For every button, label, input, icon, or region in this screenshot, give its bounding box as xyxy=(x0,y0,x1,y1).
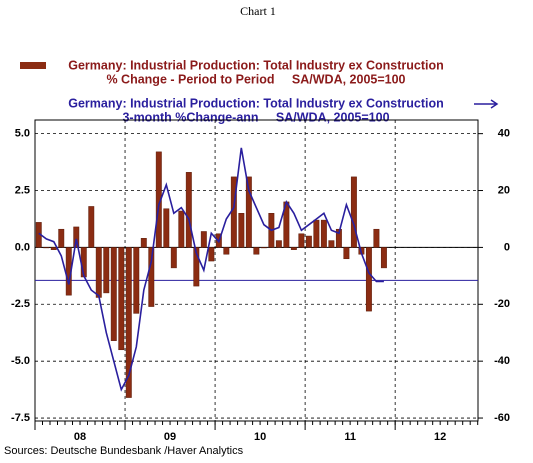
x-tick-label: 08 xyxy=(74,431,86,443)
bar xyxy=(223,247,230,255)
bar xyxy=(133,247,140,314)
y2-tick-label: 40 xyxy=(498,128,510,140)
source: Sources: Deutsche Bundesbank /Haver Anal… xyxy=(4,445,244,457)
bar xyxy=(88,206,95,248)
bar xyxy=(95,247,102,298)
y2-tick-label: 0 xyxy=(504,241,510,253)
bar xyxy=(163,208,170,248)
bar xyxy=(350,176,357,248)
bar xyxy=(373,228,380,248)
bar xyxy=(313,219,320,248)
y-tick-label: 5.0 xyxy=(15,128,30,140)
bar xyxy=(290,247,297,250)
line xyxy=(38,147,384,392)
legend-text: 3-month %Change-ann SA/WDA, 2005=100 xyxy=(122,110,389,124)
y2-tick-label: 20 xyxy=(498,184,510,196)
bar xyxy=(148,247,155,307)
bar xyxy=(58,228,65,248)
bar xyxy=(73,226,80,248)
bar xyxy=(253,247,260,255)
bar xyxy=(335,228,342,248)
legend-text: % Change - Period to Period SA/WDA, 2005… xyxy=(106,72,405,86)
bar xyxy=(320,219,327,248)
legend-text: Germany: Industrial Production: Total In… xyxy=(68,58,444,72)
bar xyxy=(125,247,132,398)
bar xyxy=(275,240,282,248)
bar xyxy=(365,247,372,312)
chart-title: Chart 1 xyxy=(240,4,276,18)
bar xyxy=(178,210,185,248)
y-tick-label: 0.0 xyxy=(15,241,30,253)
y-tick-label: -2.5 xyxy=(11,298,30,310)
x-tick-label: 09 xyxy=(164,431,176,443)
bar xyxy=(110,247,117,341)
bar xyxy=(238,213,245,248)
bar xyxy=(298,233,305,248)
bar xyxy=(208,247,215,262)
y2-tick-label: -20 xyxy=(494,298,510,310)
legend-marker xyxy=(20,62,46,69)
legend-text: Germany: Industrial Production: Total In… xyxy=(68,96,444,110)
bar xyxy=(343,247,350,260)
y-tick-label: -5.0 xyxy=(11,355,30,367)
x-tick-label: 11 xyxy=(344,431,356,443)
y-tick-label: 2.5 xyxy=(15,184,30,196)
bar xyxy=(328,240,335,248)
bar xyxy=(170,247,177,269)
bar xyxy=(380,247,387,269)
bar xyxy=(245,176,252,248)
y-tick-label: -7.5 xyxy=(11,412,30,424)
bar xyxy=(185,172,192,248)
plot-frame xyxy=(34,119,479,422)
bar xyxy=(260,247,267,249)
y2-tick-label: -40 xyxy=(494,355,510,367)
bar xyxy=(43,247,50,249)
bar xyxy=(103,247,110,294)
bar xyxy=(140,238,147,248)
legend-marker xyxy=(474,99,499,109)
bar xyxy=(305,235,312,248)
x-tick-label: 10 xyxy=(254,431,266,443)
y2-tick-label: -60 xyxy=(494,412,510,424)
bar xyxy=(200,231,207,248)
bar xyxy=(193,247,200,287)
x-tick-label: 12 xyxy=(434,431,446,443)
bar xyxy=(50,247,57,250)
bar xyxy=(118,247,125,351)
